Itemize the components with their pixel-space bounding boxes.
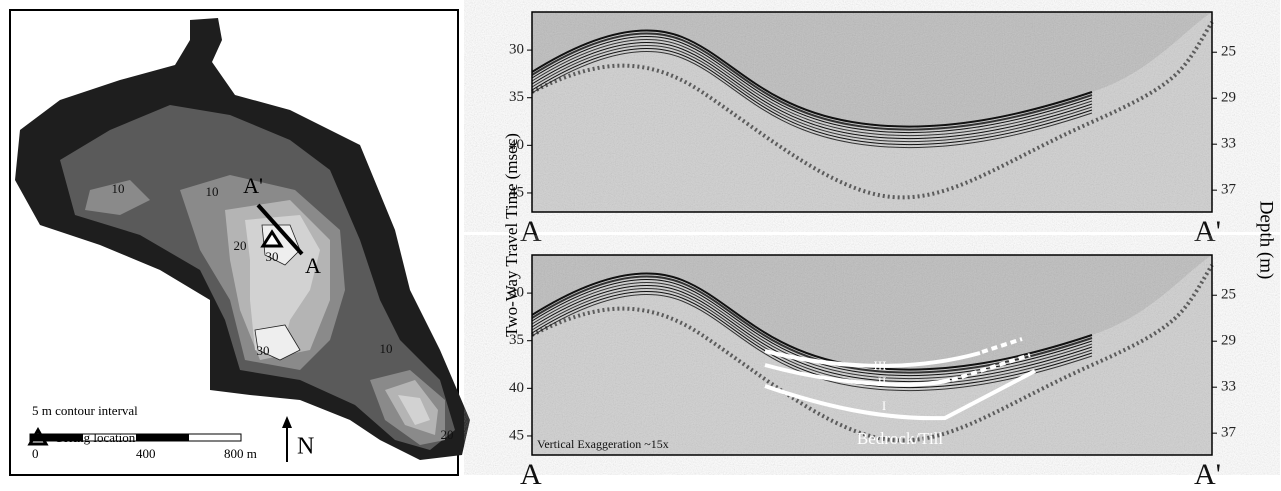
y2-tick-label: 29: [1221, 333, 1236, 349]
y2-tick-label: 37: [1221, 182, 1237, 198]
y-tick-label: 30: [509, 285, 524, 301]
scale-label: 800 m: [224, 446, 257, 461]
reflector: [531, 29, 1093, 128]
scale-label: 400: [136, 446, 156, 461]
profile-end: A': [1194, 458, 1221, 486]
scale-segment: [30, 434, 83, 441]
y-tick-label: 45: [509, 427, 524, 443]
y2-tick-label: 29: [1221, 90, 1236, 106]
unit-boundary: [764, 349, 981, 368]
reflector: [531, 32, 1093, 131]
scale-bar: [29, 433, 242, 442]
reflector: [531, 293, 1093, 392]
reflector: [531, 41, 1093, 140]
contour-label: 10: [380, 341, 393, 356]
legend-text: 5 m contour interval: [32, 403, 138, 418]
right-axis-label: Depth (m): [1256, 201, 1277, 280]
y-tick-label: 35: [509, 332, 524, 348]
y2-tick-label: 25: [1221, 287, 1236, 303]
unit-boundary-dashed: [951, 353, 1031, 382]
legend-text: Coring location: [54, 430, 136, 445]
reflector: [531, 281, 1093, 380]
reflector: [531, 35, 1093, 134]
contour-label: 20: [234, 238, 247, 253]
contour-25: [245, 215, 430, 425]
profile-start: A: [520, 215, 542, 248]
north-label: N: [297, 434, 314, 460]
profile-start: A: [520, 458, 542, 486]
profile-end: A': [1194, 215, 1221, 248]
reflector: [531, 50, 1093, 149]
section-label: A': [243, 173, 263, 198]
y2-tick-label: 33: [1221, 379, 1236, 395]
contour-label: 30: [266, 249, 279, 264]
contour-label: 10: [112, 181, 125, 196]
y-tick-label: 30: [509, 42, 524, 58]
reflector: [531, 275, 1093, 374]
section-line: [256, 203, 304, 256]
reflector: [531, 272, 1093, 371]
y2-tick-label: 37: [1221, 425, 1237, 441]
profile-frame: [531, 11, 1213, 213]
contour-15: [85, 180, 150, 215]
section-label: A: [305, 253, 321, 278]
reflector: [531, 38, 1093, 137]
scale-label: 0: [32, 446, 39, 461]
contour-label: 10: [206, 184, 219, 199]
contour-label: 30: [257, 343, 270, 358]
map: [9, 9, 470, 476]
contour-30: [254, 224, 301, 361]
y-tick-label: 40: [509, 380, 524, 396]
unit-boundary-dashed: [981, 337, 1023, 354]
reflector: [531, 287, 1093, 386]
scale-segment: [136, 434, 189, 441]
unit-boundary: [764, 363, 951, 387]
unit-boundary: [764, 369, 1036, 421]
basement-label: Bedrock/Till: [857, 429, 944, 448]
coring-marker: [260, 229, 284, 248]
y2-tick-label: 25: [1221, 44, 1236, 60]
profile-frame: [531, 254, 1213, 456]
unit-label: I: [882, 398, 886, 413]
unit-label: II: [878, 374, 887, 389]
north-arrowhead: [282, 416, 292, 428]
reflector: [531, 44, 1093, 143]
y-tick-label: 35: [509, 89, 524, 105]
contour-label: 20: [441, 427, 454, 442]
exaggeration-note: Vertical Exaggeration ~15x: [537, 437, 669, 451]
reflector: [531, 284, 1093, 383]
y-tick-label: 45: [509, 184, 524, 200]
reflector: [531, 47, 1093, 146]
left-axis-label: Two-Way Travel Time (msec): [502, 133, 521, 337]
unit-label: III: [874, 358, 887, 373]
y-tick-label: 40: [509, 137, 524, 153]
y2-tick-label: 33: [1221, 136, 1236, 152]
